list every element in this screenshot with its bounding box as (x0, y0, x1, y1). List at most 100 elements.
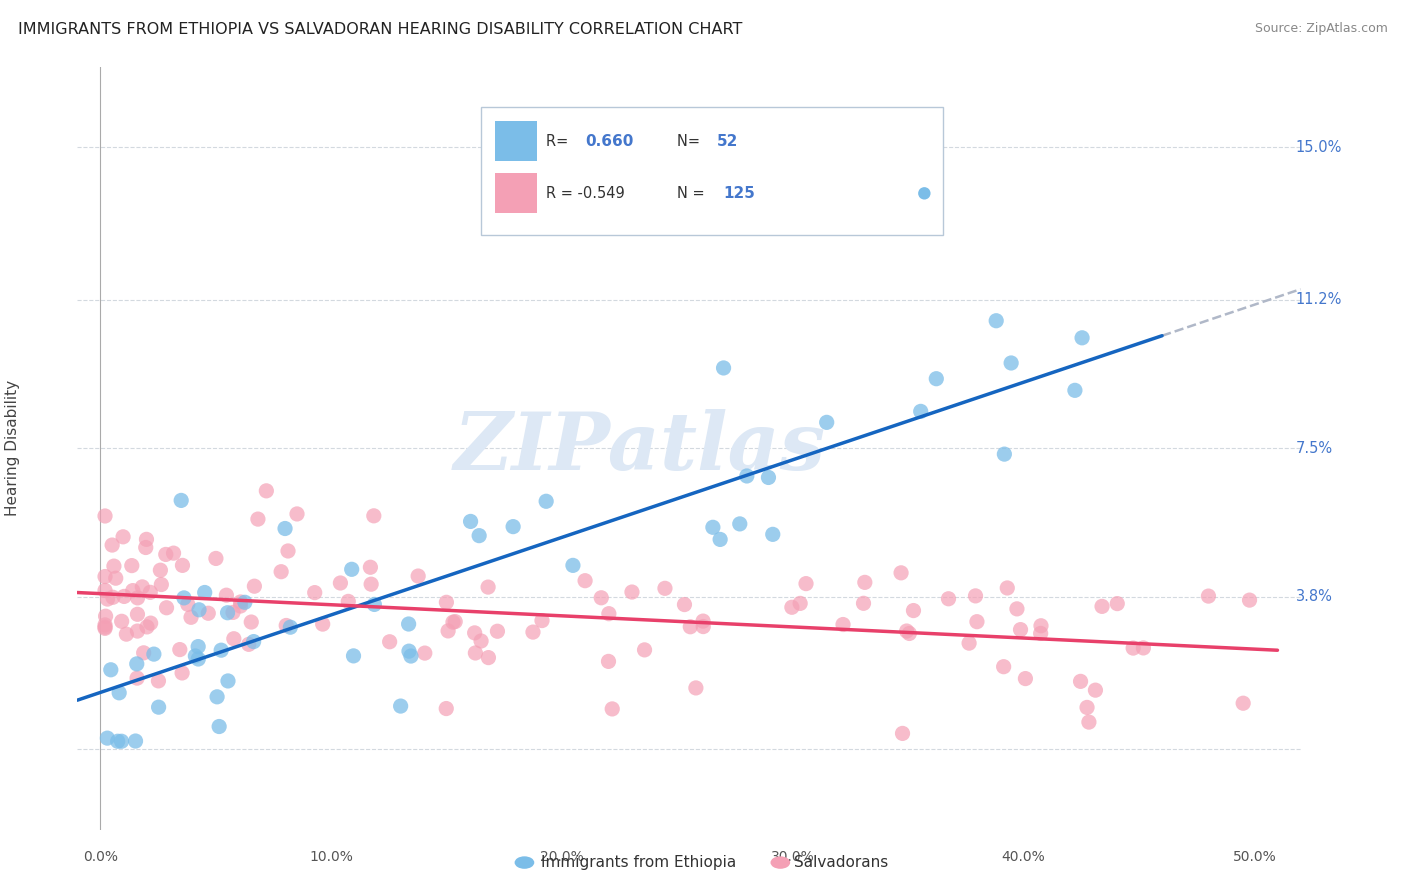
Point (162, 546, 184, 560)
Point (360, 577, 382, 591)
Point (389, 699, 412, 714)
Point (561, 558, 583, 573)
Text: ZIPatlas: ZIPatlas (454, 409, 827, 487)
Text: N =: N = (678, 186, 710, 201)
Point (995, 581, 1018, 595)
Text: R=: R= (546, 134, 572, 149)
Text: 7.5%: 7.5% (1296, 441, 1333, 456)
Point (243, 579, 266, 593)
Point (444, 615, 467, 629)
Point (132, 646, 155, 660)
Text: 30.0%: 30.0% (770, 849, 814, 863)
Point (173, 591, 195, 605)
Point (477, 580, 499, 594)
Point (240, 615, 263, 629)
Point (187, 652, 209, 666)
Point (477, 650, 499, 665)
Point (363, 508, 385, 523)
Point (938, 591, 960, 606)
Text: 50.0%: 50.0% (1233, 849, 1277, 863)
Point (100, 663, 122, 677)
Point (679, 620, 702, 634)
Point (135, 533, 157, 547)
Point (815, 415, 838, 429)
Point (620, 585, 643, 599)
Point (486, 624, 509, 639)
Point (101, 591, 124, 605)
Point (110, 734, 132, 748)
Point (111, 615, 134, 629)
Point (363, 598, 385, 612)
Point (832, 617, 855, 632)
Point (413, 646, 436, 660)
Point (150, 577, 173, 591)
Point (780, 600, 803, 615)
Point (468, 529, 491, 543)
Point (135, 541, 157, 555)
Point (470, 634, 492, 648)
Point (1084, 683, 1107, 698)
Point (965, 589, 987, 603)
Point (337, 594, 360, 608)
Text: Salvadorans: Salvadorans (794, 855, 889, 870)
Point (903, 603, 925, 617)
Point (896, 624, 918, 638)
Text: R = -0.549: R = -0.549 (546, 186, 624, 201)
Point (112, 530, 135, 544)
FancyBboxPatch shape (481, 107, 943, 235)
Point (574, 574, 596, 588)
Point (534, 494, 557, 508)
Point (1232, 696, 1254, 710)
Point (125, 657, 148, 671)
Point (464, 626, 486, 640)
Point (957, 636, 980, 650)
Point (1091, 599, 1114, 614)
Point (685, 681, 707, 695)
Point (398, 617, 420, 632)
Point (115, 627, 138, 641)
Text: 3.8%: 3.8% (1296, 590, 1333, 604)
Point (121, 558, 143, 573)
Point (312, 617, 335, 632)
Point (378, 634, 401, 648)
Point (530, 614, 553, 628)
Point (205, 690, 228, 704)
Point (1005, 602, 1028, 616)
Point (910, 404, 932, 418)
Point (591, 591, 613, 605)
Bar (495, 121, 537, 161)
Text: 125: 125 (724, 186, 755, 201)
Point (441, 615, 464, 629)
Point (229, 595, 252, 609)
Point (852, 596, 875, 610)
Point (502, 519, 524, 533)
Point (758, 470, 780, 484)
Point (233, 595, 256, 609)
Text: 0.0%: 0.0% (83, 849, 118, 863)
Point (217, 673, 239, 688)
Point (148, 673, 170, 688)
Point (1132, 640, 1154, 655)
Point (460, 515, 482, 529)
Point (702, 520, 724, 534)
Point (188, 603, 211, 617)
Point (205, 551, 228, 566)
Text: 15.0%: 15.0% (1296, 140, 1343, 154)
Point (359, 560, 381, 574)
Point (993, 659, 1015, 673)
Point (1010, 623, 1032, 637)
Point (217, 606, 239, 620)
Point (215, 588, 238, 602)
Text: N=: N= (678, 134, 704, 149)
Point (398, 644, 420, 658)
Point (654, 582, 676, 596)
Point (139, 585, 162, 599)
Point (986, 314, 1008, 328)
Point (103, 559, 125, 574)
Text: 52: 52 (717, 134, 738, 149)
Point (274, 521, 297, 535)
Point (229, 599, 252, 613)
Point (673, 598, 696, 612)
Point (342, 648, 364, 663)
Point (692, 619, 714, 633)
